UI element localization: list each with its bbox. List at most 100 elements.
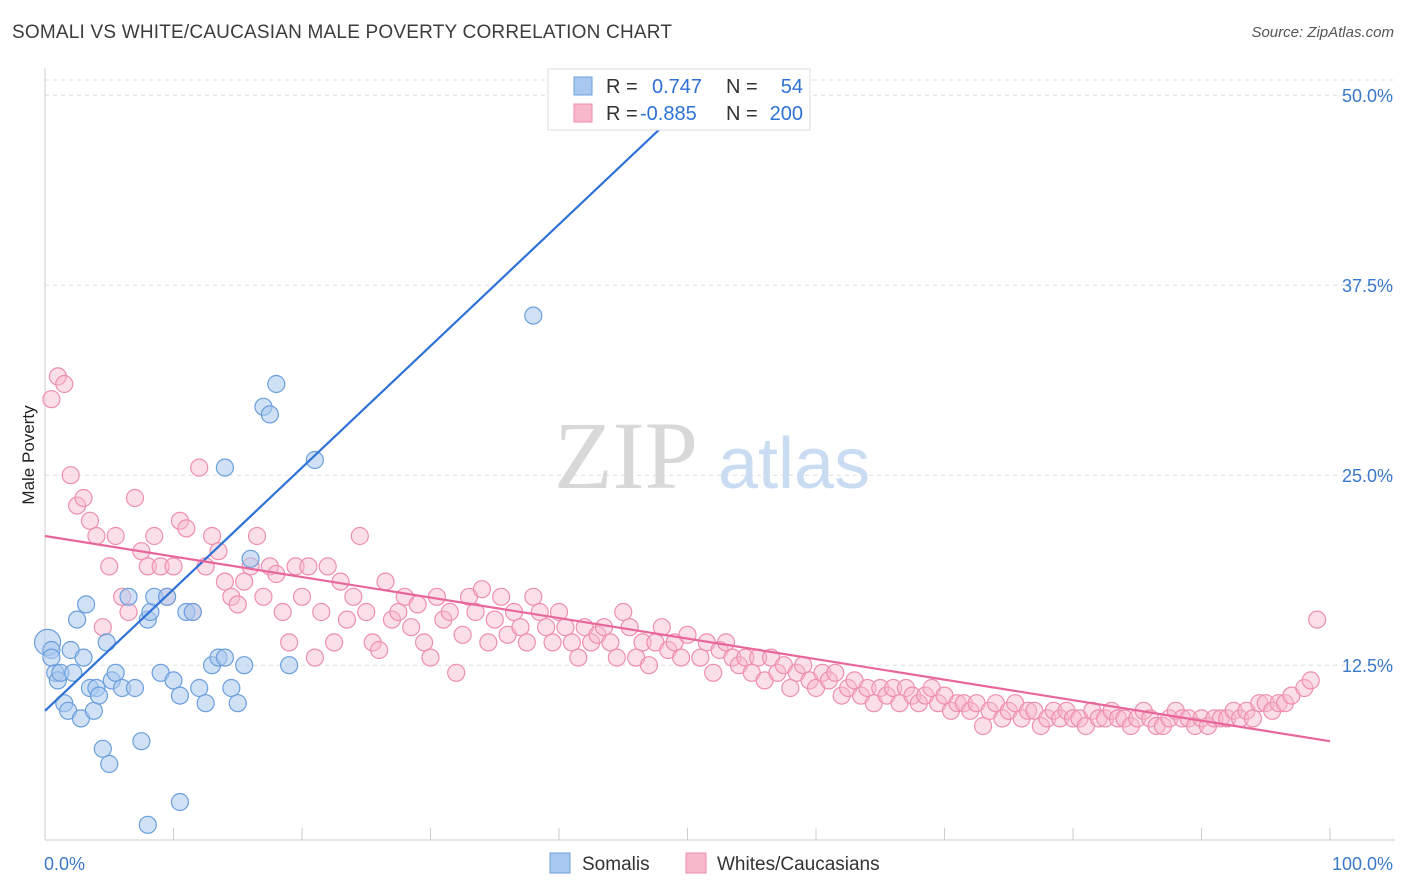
somali-point xyxy=(164,671,183,690)
white-caucasian-point xyxy=(228,595,247,614)
white-caucasian-point xyxy=(1038,709,1057,728)
white-caucasian-point xyxy=(954,694,973,713)
somali-point xyxy=(93,739,112,758)
somali-point xyxy=(183,602,202,622)
white-caucasian-point xyxy=(1044,701,1063,720)
white-caucasian-point xyxy=(813,663,832,682)
somali-point xyxy=(74,648,93,667)
somali-point xyxy=(190,678,209,698)
white-caucasian-point xyxy=(614,602,633,622)
watermark-zip: ZIP xyxy=(554,402,698,509)
somali-point xyxy=(170,792,190,812)
somali-point xyxy=(106,663,125,682)
y-tick-label: 50.0% xyxy=(1342,86,1393,106)
legend-box: R = 0.747 N = 54 R = -0.885 N = 200 xyxy=(547,68,811,131)
white-caucasian-point xyxy=(1031,716,1050,736)
white-caucasian-point xyxy=(363,633,382,652)
white-caucasian-point xyxy=(1301,671,1320,690)
white-caucasian-point xyxy=(871,678,890,698)
chart-source: Source: ZipAtlas.com xyxy=(1251,24,1394,41)
white-caucasian-point xyxy=(537,618,556,637)
somali-point xyxy=(132,732,151,751)
white-caucasian-point xyxy=(858,678,877,698)
legend-white-r-value: -0.885 xyxy=(640,103,697,125)
somali-point xyxy=(64,663,83,682)
white-caucasian-point xyxy=(273,602,292,622)
white-caucasian-point xyxy=(530,602,549,622)
white-caucasian-point xyxy=(370,640,389,660)
white-caucasian-point xyxy=(466,602,485,622)
legend-somali-r-value: 0.747 xyxy=(652,76,702,98)
white-caucasian-point xyxy=(678,625,697,644)
white-caucasian-point xyxy=(896,678,916,698)
white-caucasian-point xyxy=(337,610,357,629)
somali-point xyxy=(89,686,109,705)
somali-point xyxy=(267,374,286,394)
white-caucasian-point xyxy=(1295,678,1314,698)
x-tick-label: 0.0% xyxy=(44,854,85,874)
somali-point xyxy=(260,405,279,424)
white-caucasian-point xyxy=(671,648,691,667)
somali-point xyxy=(241,549,260,568)
white-caucasian-point xyxy=(909,694,928,713)
white-caucasian-point xyxy=(190,458,209,477)
somali-point xyxy=(280,656,299,675)
white-caucasian-trend-line xyxy=(44,534,1331,743)
white-caucasian-point xyxy=(68,496,87,515)
white-caucasian-point xyxy=(1153,716,1173,736)
white-caucasian-point xyxy=(1218,709,1237,728)
y-tick-label: 12.5% xyxy=(1342,656,1393,676)
white-caucasian-point xyxy=(1121,716,1140,736)
somali-point xyxy=(222,678,241,698)
white-caucasian-point xyxy=(1243,709,1263,728)
white-caucasian-point xyxy=(1256,694,1275,713)
white-caucasian-point xyxy=(549,602,569,622)
legend-white-swatch xyxy=(573,103,593,123)
white-caucasian-point xyxy=(781,678,800,698)
axes xyxy=(44,68,1395,841)
somali-point xyxy=(196,694,215,713)
white-caucasian-point xyxy=(357,602,376,622)
white-caucasian-point xyxy=(562,633,581,652)
white-caucasian-point xyxy=(517,633,536,652)
white-caucasian-point xyxy=(973,716,993,736)
white-caucasian-point xyxy=(87,526,106,546)
white-caucasian-point xyxy=(794,656,813,675)
somali-point xyxy=(228,694,247,713)
legend-white-n-value: 200 xyxy=(770,103,803,125)
white-caucasian-point xyxy=(1018,701,1038,720)
white-caucasian-point xyxy=(305,648,324,667)
bottom-legend-white-label: Whites/Caucasians xyxy=(717,854,880,875)
white-caucasian-point xyxy=(215,572,234,591)
white-caucasian-point xyxy=(652,618,671,637)
white-caucasian-point xyxy=(1185,716,1205,736)
white-caucasian-point xyxy=(1275,694,1295,713)
bottom-legend: Somalis Whites/Caucasians xyxy=(549,852,880,875)
white-caucasian-point xyxy=(736,648,755,667)
white-caucasian-point xyxy=(286,557,305,576)
y-tick-labels: 12.5% 25.0% 37.5% 50.0% xyxy=(1342,86,1393,676)
white-caucasian-point xyxy=(61,466,80,485)
white-caucasian-point xyxy=(440,602,459,622)
somali-point xyxy=(235,656,254,675)
white-caucasian-point xyxy=(222,587,241,606)
white-caucasian-point xyxy=(453,625,472,644)
trend-lines xyxy=(44,102,1331,743)
white-caucasian-point xyxy=(55,374,74,394)
white-caucasian-point xyxy=(1096,709,1115,728)
white-caucasian-point xyxy=(472,580,491,599)
somali-point xyxy=(524,306,543,325)
white-caucasian-point xyxy=(716,633,736,652)
white-caucasian-point xyxy=(819,671,838,690)
somali-point xyxy=(138,815,157,834)
white-caucasian-point xyxy=(633,633,652,652)
white-caucasian-point xyxy=(145,526,164,546)
white-caucasian-point xyxy=(601,633,620,652)
white-caucasian-point xyxy=(511,618,530,637)
somali-point xyxy=(305,450,324,470)
white-caucasian-point xyxy=(582,633,601,652)
white-caucasian-point xyxy=(254,587,273,606)
white-caucasian-point xyxy=(164,557,183,576)
white-caucasian-point xyxy=(202,526,222,546)
